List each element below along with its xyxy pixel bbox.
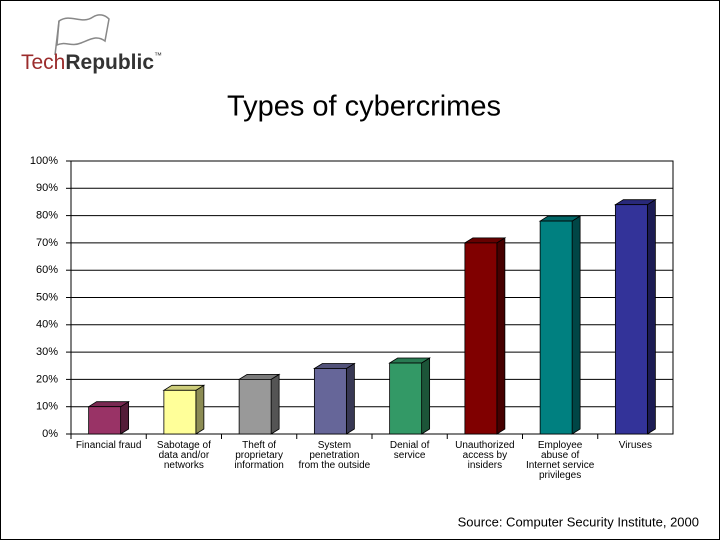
logo-pole (54, 20, 60, 56)
logo-mark: ™ (154, 51, 162, 60)
x-tick-label: Denial of service (389, 440, 430, 461)
bar (163, 389, 197, 435)
y-tick-label: 10% (36, 401, 58, 413)
bar (238, 378, 272, 435)
bar-side (646, 198, 656, 435)
y-tick-label: 70% (36, 237, 58, 249)
logo-text: TechRepublic™ (21, 51, 162, 74)
bar (313, 368, 347, 435)
y-tick-label: 90% (36, 182, 58, 194)
y-tick-label: 0% (42, 428, 58, 440)
bar-side (120, 400, 130, 435)
x-tick-label: System penetration from the outside (298, 440, 371, 471)
logo: TechRepublic™ (21, 14, 162, 74)
bar-side (345, 362, 355, 435)
y-tick-label: 60% (36, 264, 58, 276)
y-tick-label: 100% (30, 155, 58, 167)
x-tick-label: Viruses (618, 440, 652, 451)
y-tick-label: 20% (36, 373, 58, 385)
logo-flag (56, 14, 110, 47)
bar-side (421, 357, 431, 435)
source: Source: Computer Security Institute, 200… (458, 514, 699, 529)
x-tick-label: Unauthorized access by insiders (455, 440, 515, 471)
bar-side (195, 384, 205, 435)
bar-side (496, 237, 506, 435)
bar-side (270, 373, 280, 435)
chart-title: Types of cybercrimes (227, 91, 501, 123)
bar (464, 242, 498, 435)
y-tick-label: 40% (36, 319, 58, 331)
bar (539, 220, 573, 435)
bar-side (571, 215, 581, 435)
bar (389, 362, 423, 435)
bar (614, 204, 648, 435)
x-tick-label: Employee abuse of Internet service privi… (525, 440, 595, 481)
logo-part2: Republic (65, 51, 154, 74)
logo-part1: Tech (21, 51, 65, 74)
bar (88, 406, 122, 435)
y-tick-label: 80% (36, 210, 58, 222)
x-tick-label: Sabotage of data and/or networks (156, 440, 211, 471)
y-tick-label: 50% (36, 291, 58, 303)
y-tick-label: 30% (36, 346, 58, 358)
x-tick-label: Financial fraud (75, 440, 142, 451)
x-tick-label: Theft of proprietary information (234, 440, 284, 471)
